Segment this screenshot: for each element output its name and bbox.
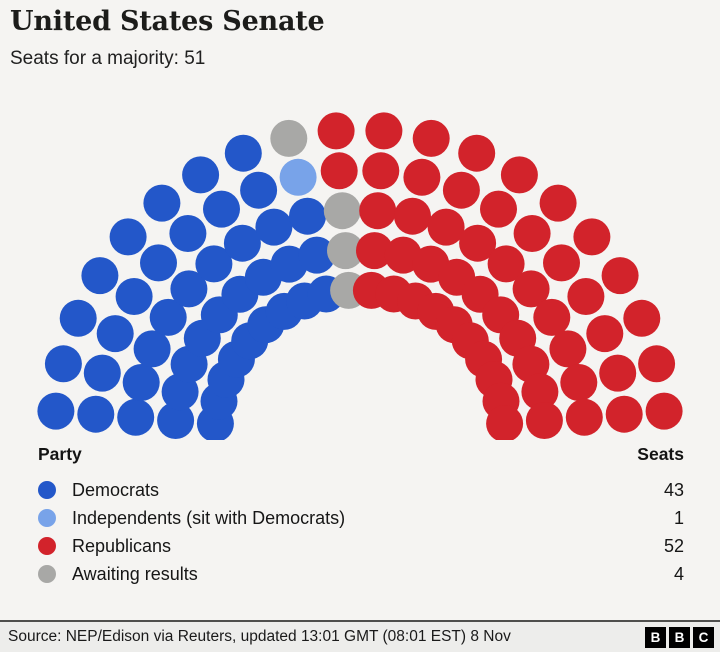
bbc-logo-letter: C (693, 626, 714, 648)
seat-dot (560, 364, 598, 401)
seat-dot (109, 218, 147, 256)
seat-dot (81, 257, 119, 295)
seat-dot (169, 215, 207, 252)
seat-dot (480, 190, 517, 228)
legend-row-democrats: Democrats 43 (38, 476, 684, 504)
seat-dot (512, 270, 550, 308)
seat-dot (255, 208, 293, 246)
seat-dot (327, 232, 364, 270)
seat-dot (412, 119, 450, 157)
seat-dot (298, 236, 336, 274)
seat-dot (289, 197, 326, 235)
page-title: United States Senate (10, 6, 325, 37)
legend-header-row: Party Seats (38, 444, 684, 465)
seat-dot (601, 257, 639, 295)
seat-dot (270, 119, 308, 157)
seat-dot (525, 402, 563, 439)
majority-subtitle: Seats for a majority: 51 (10, 48, 206, 69)
seat-dot (195, 245, 233, 283)
seat-dot (223, 224, 261, 262)
seat-dot (586, 315, 624, 353)
seat-dot (323, 192, 361, 230)
seat-dot (77, 395, 115, 433)
legend-row-independents: Independents (sit with Democrats) 1 (38, 504, 684, 532)
seat-dot (44, 345, 82, 383)
seat-dot (96, 315, 134, 353)
seat-dot (320, 152, 358, 190)
seat-dot (359, 192, 397, 230)
seat-dot (240, 171, 278, 209)
seat-dot (362, 152, 400, 190)
awaiting-results-dot-icon (38, 565, 56, 583)
seat-dot (459, 224, 497, 262)
seat-dot (203, 190, 240, 228)
seat-dot (486, 405, 524, 443)
seat-dot (317, 112, 355, 150)
legend-label: Democrats (72, 479, 160, 500)
seat-dot (115, 278, 153, 315)
source-text: Source: NEP/Edison via Reuters, updated … (8, 628, 511, 645)
seat-dot (279, 158, 317, 196)
seat-dot (117, 398, 155, 436)
legend-seat-count: 1 (673, 507, 684, 528)
seat-dot (487, 245, 525, 283)
seat-dot (157, 402, 195, 439)
seat-dot (37, 392, 75, 430)
independents-dot-icon (38, 509, 56, 527)
seat-dot (645, 392, 683, 430)
legend-row-awaiting: Awaiting results 4 (38, 560, 684, 588)
legend-table: Party Seats Democrats 43 Independents (s… (38, 444, 684, 588)
seat-dot (623, 299, 661, 337)
seat-dot (543, 244, 580, 282)
legend-party-header: Party (38, 444, 82, 464)
seat-dot (83, 354, 121, 392)
seat-dot (394, 197, 431, 235)
seat-dot (567, 278, 605, 315)
hemicycle-svg (37, 112, 683, 443)
legend-label: Republicans (72, 535, 172, 556)
seat-dot (59, 299, 97, 337)
seat-dot (521, 373, 559, 411)
seat-dot (356, 232, 393, 270)
seat-dot (513, 215, 551, 252)
seat-dot (458, 134, 496, 172)
seat-dot (170, 270, 208, 308)
seat-dot (565, 398, 603, 436)
senate-hemicycle-chart (0, 95, 720, 443)
legend-seat-count: 52 (663, 535, 684, 556)
seat-dot (224, 134, 262, 172)
source-footer: Source: NEP/Edison via Reuters, updated … (0, 620, 720, 652)
seat-dot (182, 156, 220, 194)
seat-dot (549, 330, 587, 368)
seat-dot (149, 298, 187, 336)
bbc-logo-letter: B (669, 626, 690, 648)
seat-dot (427, 208, 465, 246)
seat-dot (442, 171, 480, 209)
seat-dot (599, 354, 637, 392)
legend-label: Independents (sit with Democrats) (72, 507, 346, 528)
seat-dot (638, 345, 676, 383)
republicans-dot-icon (38, 537, 56, 555)
legend-row-republicans: Republicans 52 (38, 532, 684, 560)
democrats-dot-icon (38, 481, 56, 499)
seat-dot (143, 184, 181, 222)
legend-seat-count: 4 (673, 563, 684, 584)
bbc-logo-letter: B (645, 626, 666, 648)
legend-label: Awaiting results (72, 563, 198, 584)
seat-dot (533, 298, 571, 336)
legend-seat-count: 43 (663, 479, 684, 500)
seat-dot (573, 218, 611, 256)
bbc-logo: B B C (645, 626, 714, 648)
seat-dot (539, 184, 577, 222)
legend-seats-header: Seats (637, 444, 684, 464)
seat-dot (133, 330, 171, 368)
seat-dot (365, 112, 403, 150)
seat-dot (122, 364, 160, 401)
seat-dot (500, 156, 538, 194)
seat-dot (140, 244, 177, 282)
seat-dot (605, 395, 643, 433)
seat-dot (403, 158, 441, 196)
